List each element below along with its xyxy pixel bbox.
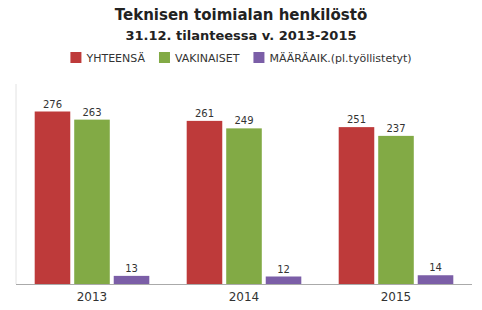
legend-label: MÄÄRÄAIK.(pl.työllistetyt): [269, 52, 411, 65]
bar: [35, 112, 71, 285]
legend-swatch: [253, 52, 264, 63]
data-label: 251: [347, 114, 366, 125]
bars: [35, 112, 454, 285]
bar: [266, 277, 302, 285]
data-label: 263: [82, 107, 101, 118]
data-label: 12: [277, 264, 290, 275]
legend: YHTEENSÄ VAKINAISET MÄÄRÄAIK.(pl.työlliste…: [70, 52, 411, 65]
data-label: 13: [125, 263, 138, 274]
x-tick-label: 2015: [381, 290, 412, 304]
chart-svg: Teknisen toimialan henkilöstö 31.12. tila…: [0, 0, 482, 310]
data-label: 249: [234, 115, 253, 126]
legend-label: VAKINAISET: [175, 52, 240, 65]
bar: [187, 121, 223, 284]
bar: [418, 275, 454, 284]
bar: [74, 120, 110, 284]
x-tick-label: 2014: [229, 290, 260, 304]
legend-item: VAKINAISET: [159, 52, 240, 65]
bar: [114, 276, 150, 284]
data-labels: 276 261 251 263 249 237 13 12 14: [43, 99, 442, 275]
bar: [339, 127, 375, 284]
legend-label: YHTEENSÄ: [85, 52, 145, 65]
x-tick-label: 2013: [77, 290, 108, 304]
data-label: 276: [43, 99, 62, 110]
legend-swatch: [159, 52, 170, 63]
legend-item: YHTEENSÄ: [70, 52, 145, 65]
bar: [226, 128, 262, 284]
data-label: 237: [386, 123, 405, 134]
legend-swatch: [70, 52, 81, 63]
chart-container: Teknisen toimialan henkilöstö 31.12. tila…: [0, 0, 482, 310]
x-axis-line: [16, 284, 472, 285]
bar: [378, 136, 414, 284]
subtitle: 31.12. tilanteessa v. 2013-2015: [126, 28, 357, 43]
data-label: 14: [429, 262, 442, 273]
title: Teknisen toimialan henkilöstö: [115, 6, 367, 24]
data-label: 261: [195, 108, 214, 119]
legend-item: MÄÄRÄAIK.(pl.työllistetyt): [253, 52, 411, 65]
y-axis-line: [16, 84, 17, 284]
